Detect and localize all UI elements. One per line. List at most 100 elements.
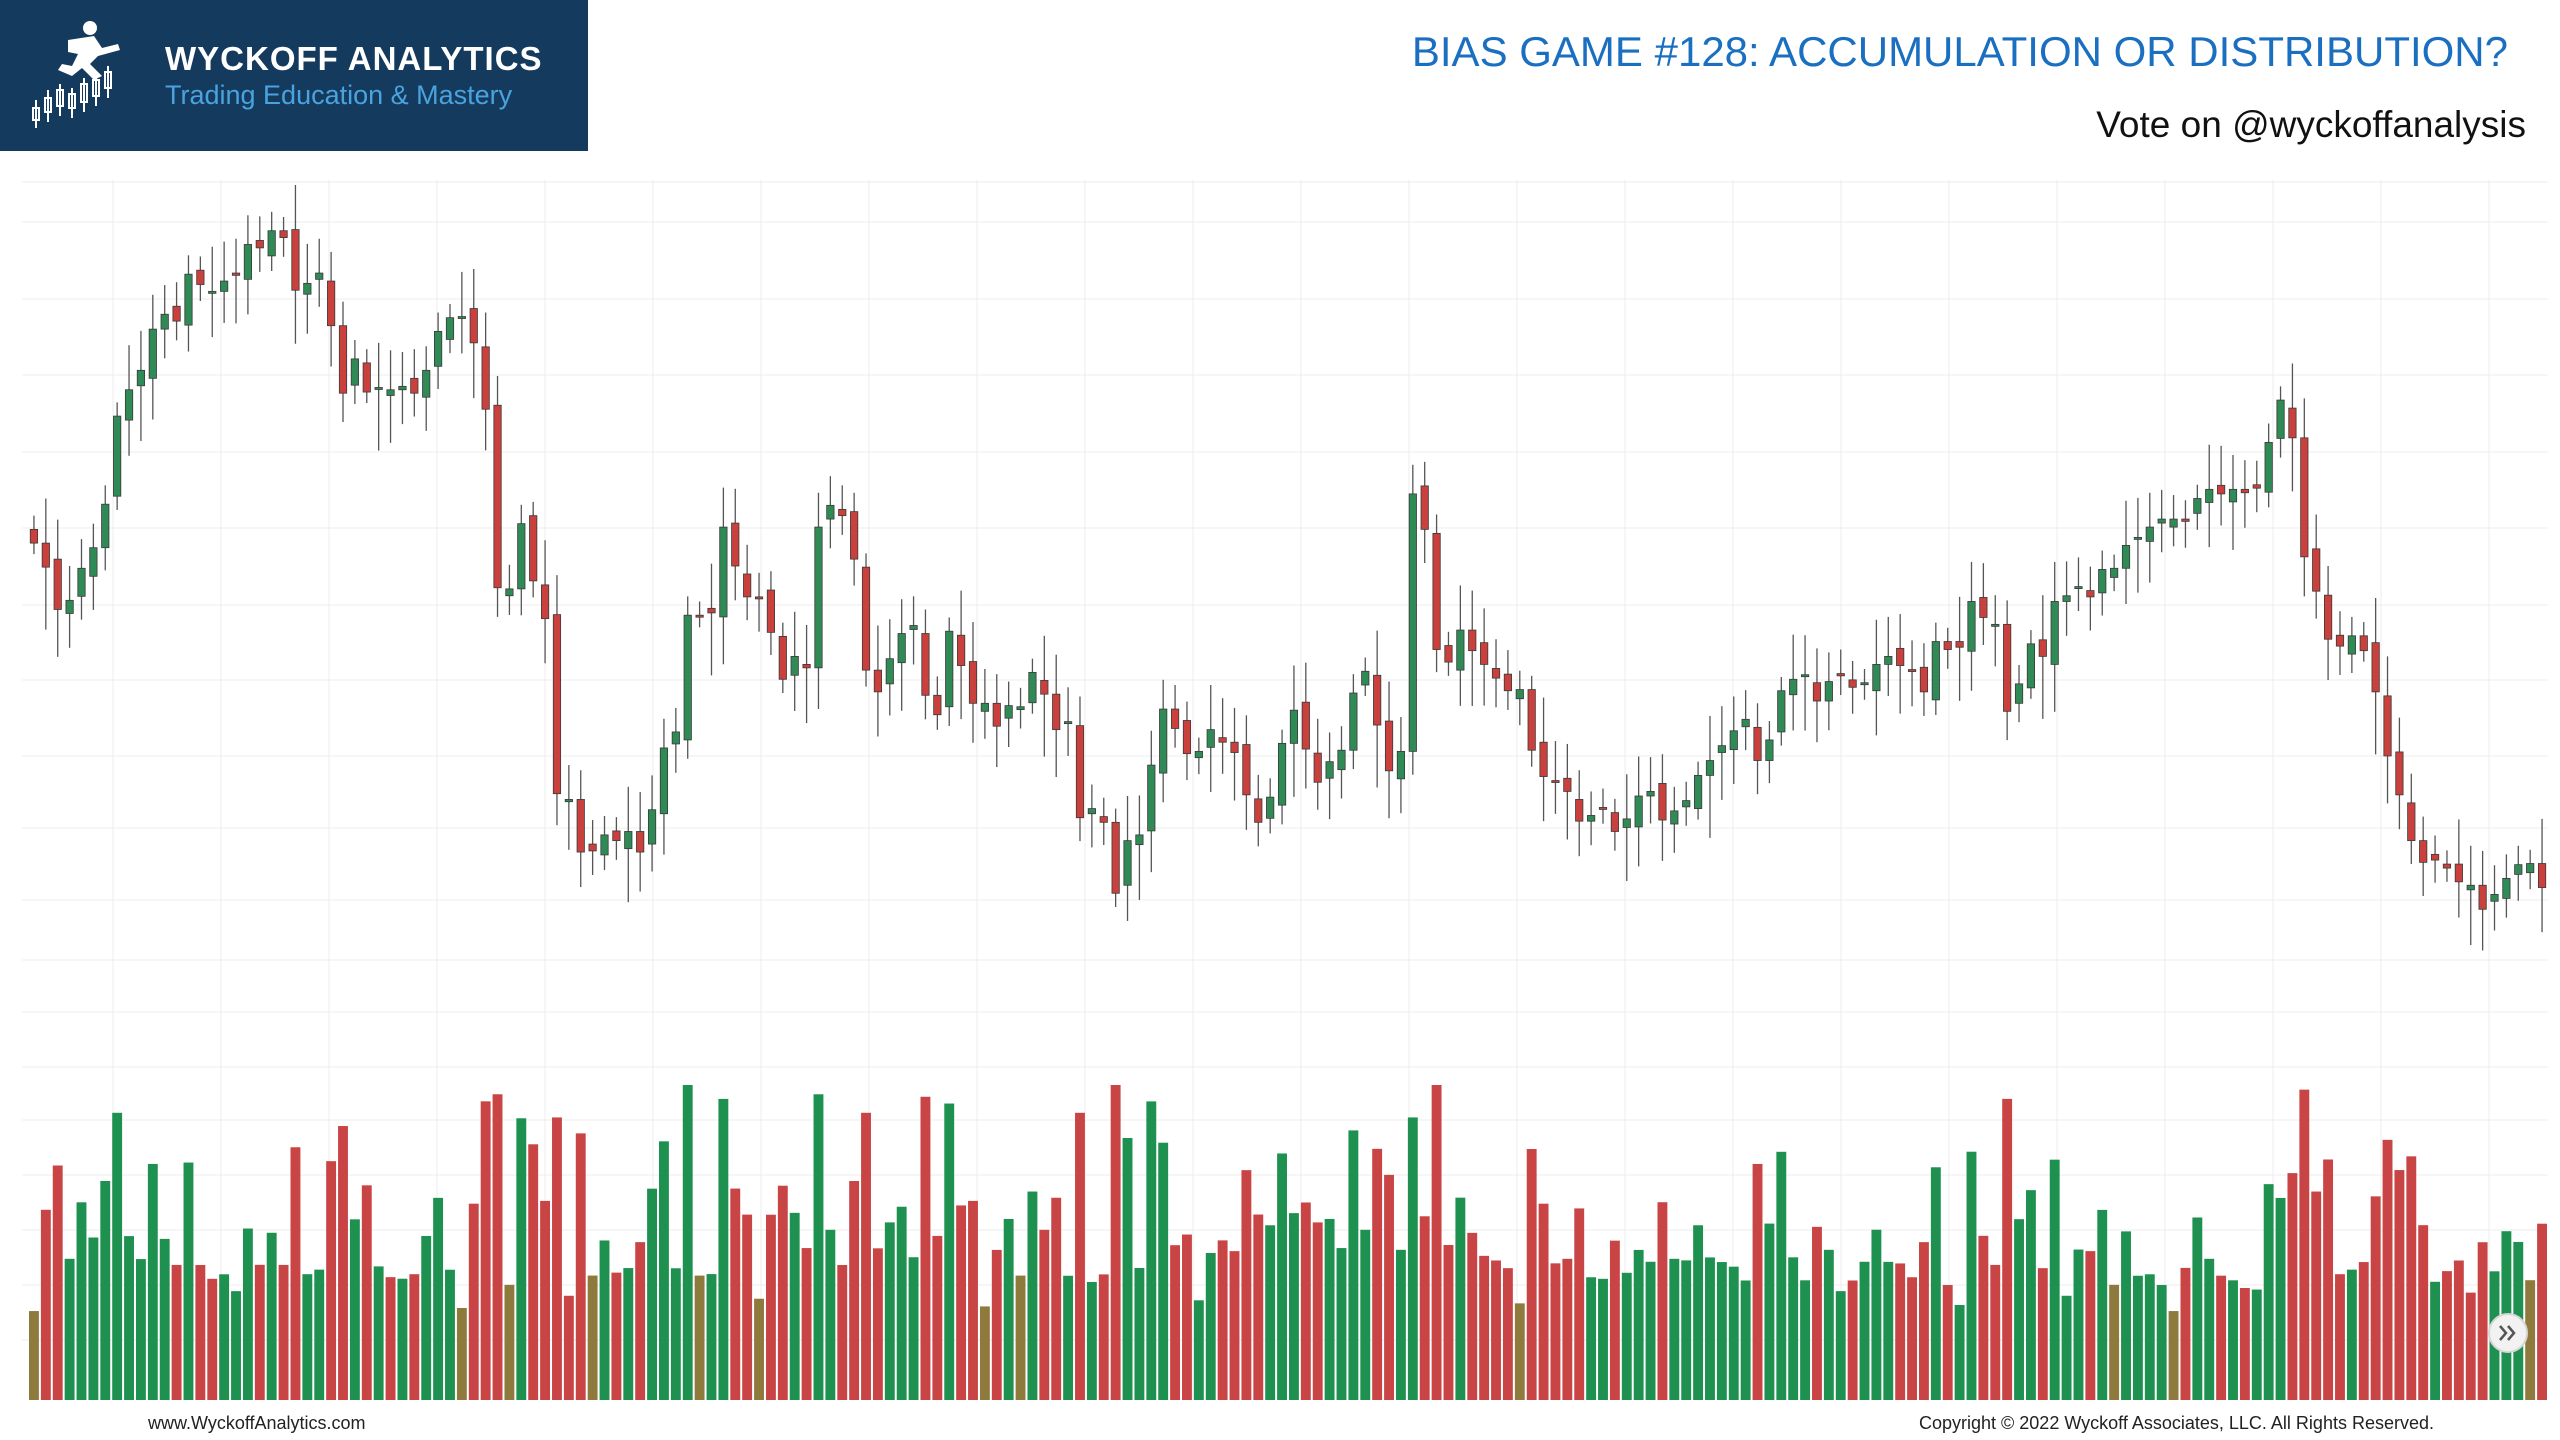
candle-body: [1444, 645, 1453, 663]
candle-body: [2347, 635, 2356, 655]
candle-body: [1587, 815, 1596, 822]
candle-body: [1991, 623, 2000, 627]
volume-bar: [2465, 1292, 2476, 1400]
volume-bar: [1491, 1260, 1501, 1400]
candle-body: [980, 702, 989, 712]
volume-bar: [670, 1268, 681, 1400]
volume-bar: [1467, 1232, 1478, 1400]
candle-body: [1468, 629, 1477, 652]
volume-bar: [1110, 1085, 1121, 1400]
candle-body: [2133, 536, 2142, 540]
candle-body: [778, 635, 787, 680]
candle-body: [850, 511, 859, 560]
volume-bar: [2097, 1209, 2108, 1400]
volume-bar: [1300, 1202, 1311, 1400]
volume-bar: [456, 1308, 467, 1400]
candle-body: [2478, 884, 2487, 910]
volume-bar: [979, 1306, 990, 1400]
volume-bar: [1669, 1258, 1680, 1400]
volume-bar: [2430, 1281, 2441, 1400]
candle-body: [552, 614, 562, 795]
volume-bar: [1859, 1261, 1870, 1400]
candle-body: [754, 596, 764, 600]
candle-body: [2038, 639, 2047, 657]
candle-body: [1789, 678, 1798, 696]
volume-bar: [2085, 1251, 2096, 1400]
candle-body: [338, 325, 348, 394]
candle-body: [172, 305, 181, 322]
candle-body: [1539, 741, 1548, 777]
candle-body: [291, 229, 300, 291]
volume-bar: [1776, 1151, 1787, 1400]
volume-bar: [1098, 1274, 1109, 1400]
candle-body: [2419, 840, 2428, 863]
candle-body: [1717, 745, 1726, 753]
volume-bar: [2251, 1289, 2262, 1400]
candle-body: [2169, 518, 2178, 528]
volume-bar: [1158, 1142, 1169, 1400]
volume-bar: [124, 1236, 134, 1400]
volume-bar: [1764, 1223, 1775, 1400]
volume-bar: [647, 1188, 657, 1400]
chart-grid: [22, 180, 2548, 1400]
double-chevron-right-icon: [2499, 1325, 2516, 1341]
candle-body: [243, 244, 252, 280]
volume-bar: [147, 1163, 158, 1400]
candle-body: [2537, 863, 2547, 888]
volume-bar: [219, 1274, 230, 1400]
volume-bar: [540, 1200, 551, 1400]
volume-bar: [112, 1112, 123, 1400]
volume-bar: [1372, 1148, 1383, 1400]
volume-bar: [492, 1094, 503, 1400]
candle-body: [1705, 760, 1715, 776]
candle-body: [2074, 586, 2083, 589]
candle-body: [2228, 488, 2238, 503]
volume-bar: [266, 1232, 277, 1400]
volume-bar: [385, 1277, 396, 1400]
volume-bar: [1930, 1167, 1941, 1400]
candle-body: [719, 526, 728, 618]
volume-bar: [1265, 1225, 1276, 1400]
volume-bar: [777, 1185, 788, 1400]
candle-body: [1955, 641, 1964, 648]
volume-bar: [2180, 1267, 2191, 1400]
candle-body: [1836, 673, 1845, 677]
candle-body: [445, 317, 455, 340]
volume-bar: [920, 1096, 931, 1400]
volume-bar: [1419, 1216, 1430, 1400]
candle-body: [1361, 670, 1370, 686]
candle-body: [124, 389, 134, 421]
volume-bar: [706, 1274, 717, 1400]
candle-body: [647, 809, 657, 845]
candle-body: [2288, 407, 2297, 439]
candle-body: [1313, 752, 1322, 783]
volume-bar: [1800, 1280, 1811, 1400]
candle-body: [184, 273, 193, 326]
volume-bar: [908, 1257, 919, 1400]
volume-bar: [801, 1248, 812, 1400]
candle-body: [41, 542, 50, 568]
volume-bar: [1336, 1248, 1347, 1400]
volume-bar: [76, 1202, 87, 1400]
candle-body: [481, 346, 490, 410]
candle-body: [65, 599, 74, 614]
volume-bar: [944, 1103, 955, 1400]
volume-bar: [278, 1264, 289, 1400]
volume-bar: [884, 1222, 895, 1400]
volume-bar: [1122, 1137, 1133, 1400]
volume-bar: [1479, 1255, 1490, 1400]
volume-bar: [2406, 1156, 2417, 1400]
candle-body: [1907, 669, 1917, 672]
scroll-forward-button[interactable]: [2488, 1313, 2528, 1353]
candle-body: [2121, 544, 2131, 569]
volume-bar: [1384, 1174, 1394, 1400]
candle-body: [933, 694, 942, 716]
volume-bar: [552, 1117, 562, 1400]
candle-body: [1777, 690, 1786, 733]
candle-body: [1349, 692, 1358, 751]
volume-bar: [1277, 1153, 1287, 1400]
candle-body: [529, 515, 538, 582]
volume-bar: [1693, 1225, 1704, 1400]
volume-bar: [52, 1165, 63, 1400]
candle-body: [2193, 498, 2202, 514]
